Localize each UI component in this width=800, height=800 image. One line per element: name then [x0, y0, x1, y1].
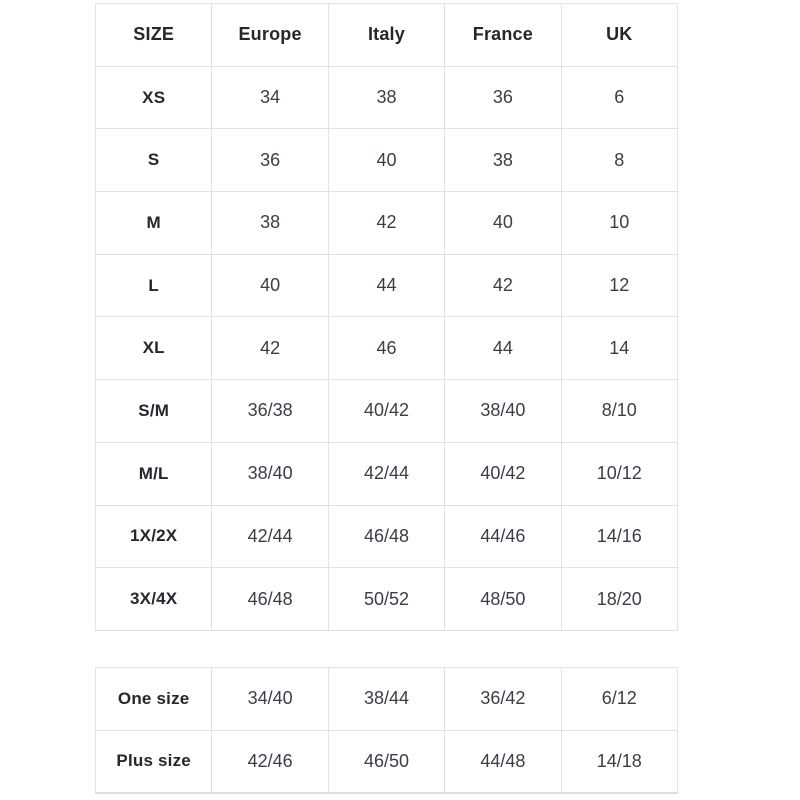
table-row: S 36 40 38 8	[94, 128, 679, 193]
table-row: One size 34/40 38/44 36/42 6/12	[94, 666, 679, 731]
size-table-body: XS 34 38 36 6 S 36 40 38 8 M 38 42 40 10 L 40 44 42 12 XL 42 4…	[94, 65, 679, 631]
size-value-cell: 42/44	[211, 504, 329, 569]
size-value-cell: 44	[327, 253, 446, 318]
special-sizes-table: One size 34/40 38/44 36/42 6/12 Plus size 42/4…	[94, 666, 679, 795]
size-value-cell: 38	[211, 191, 329, 255]
size-value-cell: 6	[560, 65, 679, 130]
size-value-cell: 46/48	[211, 567, 329, 631]
size-value-cell: 38/40	[211, 441, 329, 506]
size-value-cell: 12	[560, 253, 679, 318]
size-value-cell: 10	[560, 191, 679, 255]
size-value-cell: 40	[444, 191, 562, 255]
size-label-cell: S/M	[94, 379, 213, 443]
size-conversion-table: SIZE Europe Italy France UK XS 34 38 36 6 S 36 40 38…	[94, 3, 679, 631]
size-value-cell: 42	[444, 253, 562, 318]
table-row: XS 34 38 36 6	[94, 65, 679, 130]
column-header-europe: Europe	[211, 3, 329, 67]
size-value-cell: 46/50	[327, 729, 446, 794]
size-value-cell: 10/12	[560, 441, 679, 506]
size-label-cell: M	[94, 191, 213, 255]
size-value-cell: 44/46	[444, 504, 562, 569]
size-label-cell: S	[94, 128, 213, 193]
size-label-cell: Plus size	[94, 729, 213, 794]
size-label-cell: M/L	[94, 441, 213, 506]
table-row: M 38 42 40 10	[94, 191, 679, 255]
size-conversion-chart: SIZE Europe Italy France UK XS 34 38 36 6 S 36 40 38…	[94, 3, 679, 795]
size-value-cell: 40	[327, 128, 446, 193]
size-value-cell: 34/40	[211, 666, 329, 731]
size-label-cell: 3X/4X	[94, 567, 213, 631]
size-value-cell: 36	[211, 128, 329, 193]
table-row: 1X/2X 42/44 46/48 44/46 14/16	[94, 504, 679, 569]
table-row: S/M 36/38 40/42 38/40 8/10	[94, 379, 679, 443]
size-value-cell: 42	[211, 316, 329, 381]
size-value-cell: 40/42	[444, 441, 562, 506]
size-value-cell: 14	[560, 316, 679, 381]
column-header-size: SIZE	[94, 3, 213, 67]
size-value-cell: 46	[327, 316, 446, 381]
size-value-cell: 38	[444, 128, 562, 193]
size-value-cell: 36/42	[444, 666, 562, 731]
size-label-cell: XS	[94, 65, 213, 130]
size-label-cell: One size	[94, 666, 213, 731]
size-value-cell: 8	[560, 128, 679, 193]
size-value-cell: 18/20	[560, 567, 679, 631]
size-value-cell: 40	[211, 253, 329, 318]
size-value-cell: 44/48	[444, 729, 562, 794]
size-table-header: SIZE Europe Italy France UK	[94, 3, 679, 67]
column-header-uk: UK	[560, 3, 679, 67]
size-value-cell: 36/38	[211, 379, 329, 443]
size-value-cell: 38/44	[327, 666, 446, 731]
table-row: L 40 44 42 12	[94, 253, 679, 318]
size-value-cell: 50/52	[327, 567, 446, 631]
size-value-cell: 14/16	[560, 504, 679, 569]
size-value-cell: 42	[327, 191, 446, 255]
size-value-cell: 34	[211, 65, 329, 130]
size-value-cell: 42/44	[327, 441, 446, 506]
size-value-cell: 48/50	[444, 567, 562, 631]
column-header-italy: Italy	[327, 3, 446, 67]
size-value-cell: 38/40	[444, 379, 562, 443]
size-value-cell: 40/42	[327, 379, 446, 443]
table-gap	[95, 631, 678, 667]
size-label-cell: 1X/2X	[94, 504, 213, 569]
table-row: M/L 38/40 42/44 40/42 10/12	[94, 441, 679, 506]
size-value-cell: 14/18	[560, 729, 679, 794]
size-value-cell: 42/46	[211, 729, 329, 794]
size-value-cell: 6/12	[560, 666, 679, 731]
size-value-cell: 8/10	[560, 379, 679, 443]
size-value-cell: 44	[444, 316, 562, 381]
table-row: 3X/4X 46/48 50/52 48/50 18/20	[94, 567, 679, 631]
table-row: XL 42 46 44 14	[94, 316, 679, 381]
column-header-france: France	[444, 3, 562, 67]
header-row: SIZE Europe Italy France UK	[94, 3, 679, 67]
special-table-body: One size 34/40 38/44 36/42 6/12 Plus size 42/4…	[94, 666, 679, 794]
size-value-cell: 38	[327, 65, 446, 130]
size-value-cell: 46/48	[327, 504, 446, 569]
size-value-cell: 36	[444, 65, 562, 130]
table-row: Plus size 42/46 46/50 44/48 14/18	[94, 729, 679, 794]
size-label-cell: L	[94, 253, 213, 318]
size-label-cell: XL	[94, 316, 213, 381]
